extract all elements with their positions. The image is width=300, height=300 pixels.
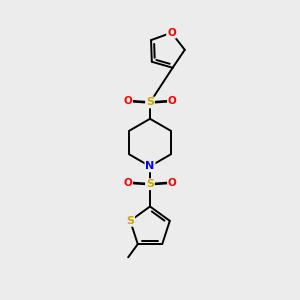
Text: S: S [146,98,154,107]
Text: S: S [146,179,154,189]
Text: O: O [123,96,132,106]
Text: O: O [123,178,132,188]
Text: O: O [168,178,177,188]
Text: S: S [126,216,134,226]
Text: O: O [167,28,176,38]
Text: O: O [168,96,177,106]
Text: N: N [146,161,154,171]
